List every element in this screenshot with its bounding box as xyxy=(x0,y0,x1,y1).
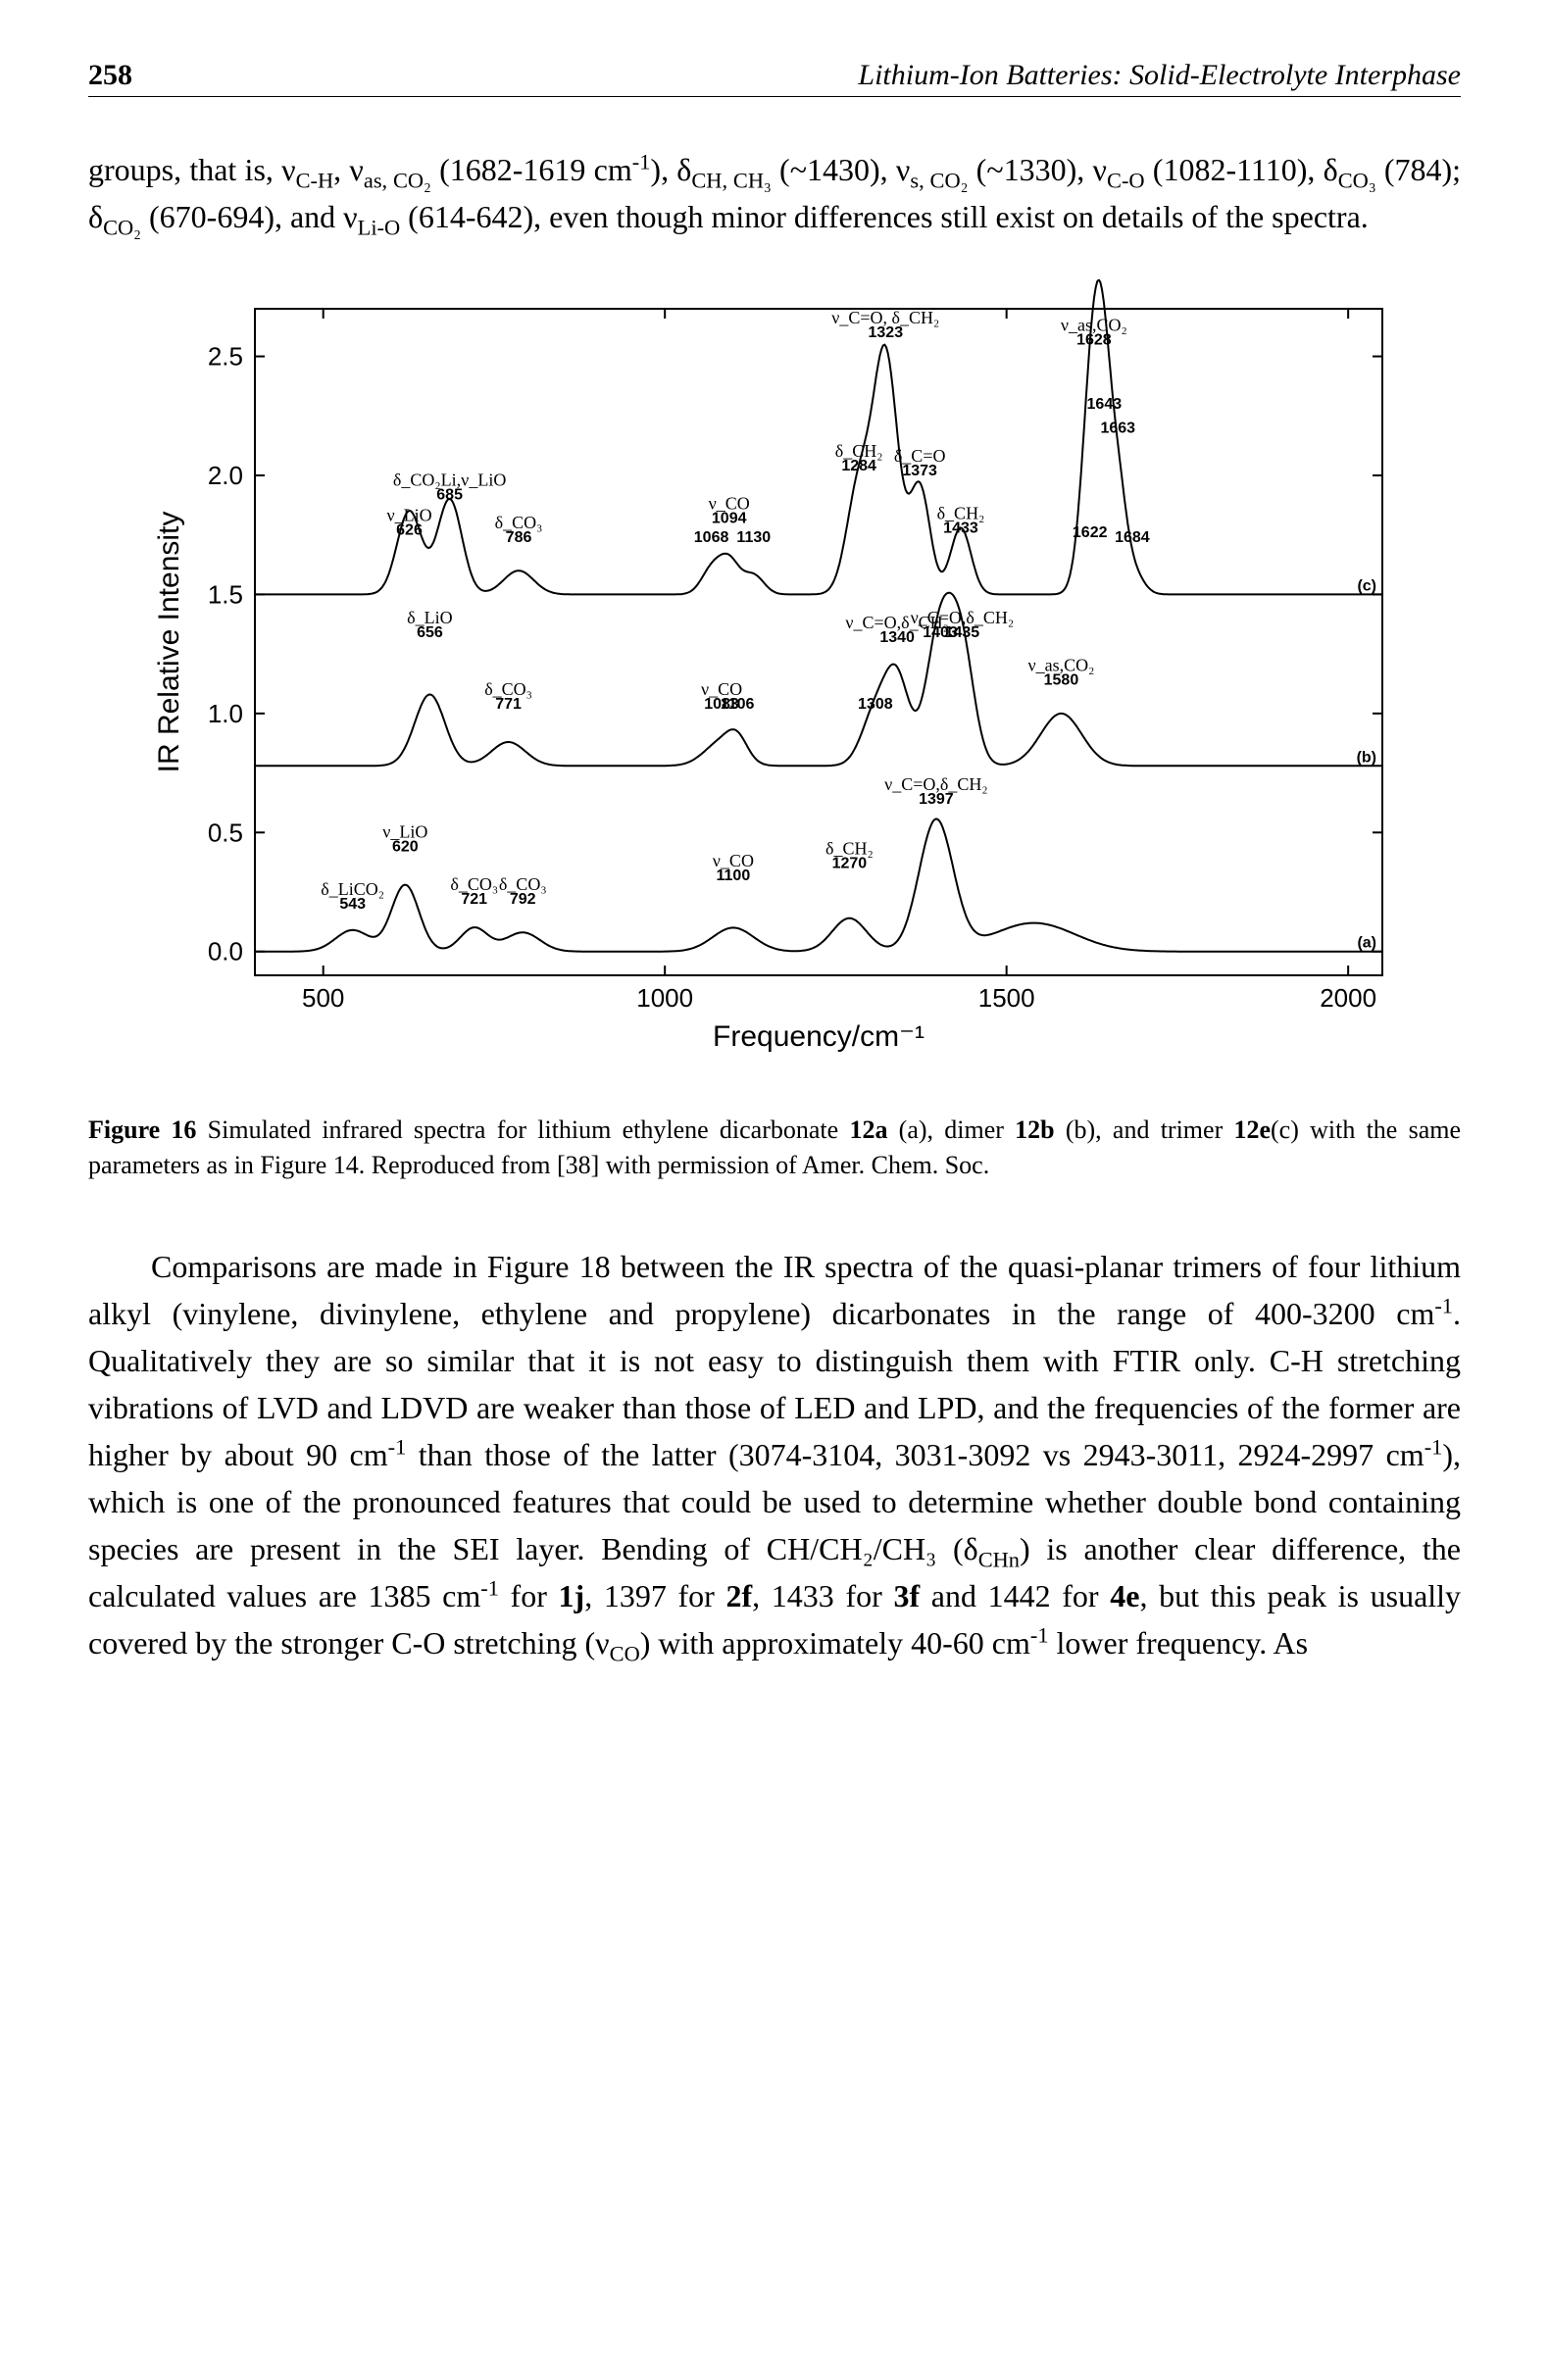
svg-text:685: 685 xyxy=(436,486,463,503)
svg-text:620: 620 xyxy=(392,839,419,856)
svg-text:IR Relative Intensity: IR Relative Intensity xyxy=(153,512,185,773)
svg-text:771: 771 xyxy=(495,696,522,713)
svg-text:1580: 1580 xyxy=(1044,672,1079,689)
svg-text:721: 721 xyxy=(461,891,487,908)
svg-text:0.0: 0.0 xyxy=(208,937,243,967)
svg-text:1340: 1340 xyxy=(879,629,915,646)
svg-text:2.5: 2.5 xyxy=(208,342,243,372)
svg-text:1.5: 1.5 xyxy=(208,579,243,609)
paragraph-1: groups, that is, νC-H, νas, CO₂ (1682-16… xyxy=(88,146,1461,240)
svg-text:656: 656 xyxy=(417,624,443,641)
svg-text:1433: 1433 xyxy=(943,520,978,536)
svg-text:Frequency/cm⁻¹: Frequency/cm⁻¹ xyxy=(713,1020,924,1053)
svg-text:2.0: 2.0 xyxy=(208,461,243,490)
running-title: Lithium-Ion Batteries: Solid-Electrolyte… xyxy=(858,59,1461,92)
svg-text:1068: 1068 xyxy=(694,529,729,546)
svg-text:(b): (b) xyxy=(1357,749,1376,766)
svg-text:1622: 1622 xyxy=(1073,524,1108,541)
paragraph-2: Comparisons are made in Figure 18 betwee… xyxy=(88,1243,1461,1666)
svg-text:1628: 1628 xyxy=(1076,331,1112,348)
svg-text:(a): (a) xyxy=(1357,935,1376,952)
svg-text:786: 786 xyxy=(506,529,532,546)
svg-text:1130: 1130 xyxy=(736,529,771,546)
svg-text:(c): (c) xyxy=(1357,577,1376,594)
svg-text:1.0: 1.0 xyxy=(208,699,243,728)
figure-16-caption: Figure 16 Simulated infrared spectra for… xyxy=(88,1113,1461,1184)
svg-text:1106: 1106 xyxy=(721,696,755,713)
svg-text:1643: 1643 xyxy=(1087,396,1123,413)
svg-text:1435: 1435 xyxy=(945,624,980,641)
svg-text:1100: 1100 xyxy=(717,868,751,884)
svg-text:1323: 1323 xyxy=(869,324,904,341)
svg-text:500: 500 xyxy=(302,983,344,1013)
svg-text:1684: 1684 xyxy=(1115,529,1150,546)
svg-text:2000: 2000 xyxy=(1320,983,1376,1013)
svg-text:1373: 1373 xyxy=(902,463,937,479)
svg-text:1663: 1663 xyxy=(1100,420,1135,436)
svg-text:1500: 1500 xyxy=(978,983,1035,1013)
ir-spectra-chart: 500 1000 1500 2000 0.0 0.5 1.0 1.5 2.0 2.5 Frequen… xyxy=(127,279,1422,1083)
figure-16-spectra: 500 1000 1500 2000 0.0 0.5 1.0 1.5 2.0 2.5 Frequen… xyxy=(127,279,1422,1083)
svg-text:1308: 1308 xyxy=(858,696,893,713)
svg-text:543: 543 xyxy=(339,896,366,913)
svg-text:1397: 1397 xyxy=(919,791,954,808)
page-number: 258 xyxy=(88,59,132,92)
svg-text:792: 792 xyxy=(510,891,536,908)
svg-text:1000: 1000 xyxy=(636,983,693,1013)
page-header: 258 Lithium-Ion Batteries: Solid-Electro… xyxy=(88,59,1461,97)
svg-text:1270: 1270 xyxy=(832,856,868,872)
svg-text:626: 626 xyxy=(396,522,423,539)
svg-text:1094: 1094 xyxy=(712,511,747,527)
svg-text:0.5: 0.5 xyxy=(208,818,243,847)
svg-text:1284: 1284 xyxy=(841,458,876,474)
